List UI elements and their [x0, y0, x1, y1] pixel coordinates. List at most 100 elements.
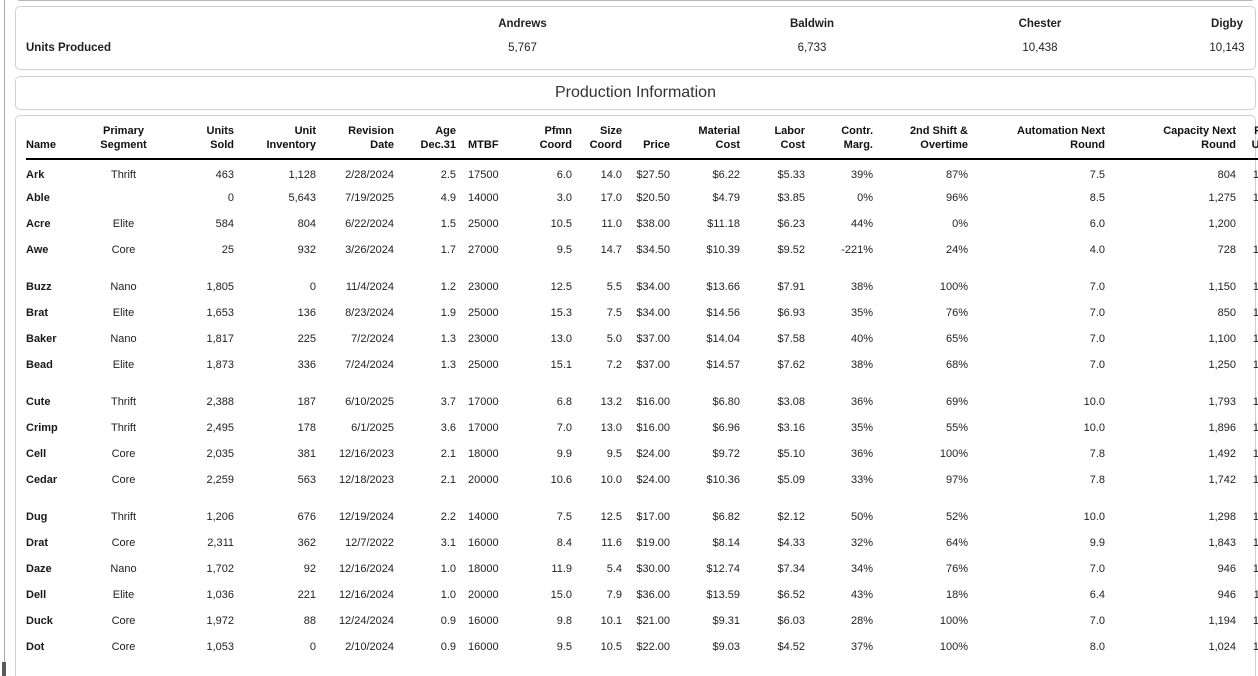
cell-capacity-next-round: 1,896 — [1208, 422, 1236, 434]
cell-price: $34.50 — [636, 244, 670, 256]
cell-plant-utiliz: 198% — [1252, 281, 1258, 293]
product-row-cell: Cell Core 2,035 381 12/16/2023 2.1 18000 9.9 9.5… — [26, 441, 1258, 467]
cell-price: $19.00 — [636, 537, 670, 549]
cell-age-dec31: 3.1 — [440, 537, 456, 549]
cell-mtbf: 27000 — [468, 244, 499, 256]
cell-material-cost: $13.66 — [706, 281, 740, 293]
product-row-brat: Brat Elite 1,653 136 8/23/2024 1.9 25000 15.3 7.… — [26, 300, 1258, 326]
cell-contr-marg: 36% — [850, 396, 873, 408]
cell-age-dec31: 2.1 — [440, 474, 456, 486]
cell-automation-next-round: 8.5 — [1089, 192, 1105, 204]
cell-name: Bead — [26, 359, 53, 371]
cell-mtbf: 20000 — [468, 474, 499, 486]
cell-pfmn-coord: 9.5 — [556, 641, 572, 653]
col-header-mtbf: MTBF — [456, 116, 506, 160]
company-header-chester: Chester — [1018, 18, 1062, 30]
units-produced-value-baldwin: 6,733 — [797, 42, 827, 54]
cell-plant-utiliz: 162% — [1252, 537, 1258, 549]
cell-age-dec31: 0.9 — [440, 615, 456, 627]
cell-material-cost: $6.22 — [712, 168, 740, 181]
cell-automation-next-round: 10.0 — [1083, 511, 1105, 523]
group-spacer-cell — [26, 493, 1258, 504]
cell-age-dec31: 1.9 — [440, 307, 456, 319]
cell-name: Buzz — [26, 281, 52, 293]
cell-contr-marg: 40% — [850, 333, 873, 345]
cell-contr-marg: -221% — [841, 244, 873, 256]
cell-labor-cost: $6.52 — [777, 589, 805, 601]
units-produced-card: Andrews Baldwin Chester Digby Units Prod… — [15, 6, 1256, 70]
cell-plant-utiliz: 167% — [1252, 359, 1258, 371]
cell-price: $16.00 — [636, 396, 670, 408]
cell-unit-inventory: 563 — [297, 474, 316, 486]
cell-mtbf: 17000 — [468, 396, 499, 408]
cell-contr-marg: 43% — [850, 589, 873, 601]
cell-automation-next-round: 7.5 — [1089, 168, 1105, 181]
cell-primary-segment: Core — [111, 474, 136, 486]
group-spacer-cell — [26, 378, 1258, 389]
cell-pfmn-coord: 9.8 — [556, 615, 572, 627]
cell-unit-inventory: 676 — [297, 511, 316, 523]
cell-name: Cute — [26, 396, 51, 408]
units-produced-value-chester: 10,438 — [1022, 42, 1058, 54]
cell-plant-utiliz: 75% — [1236, 211, 1258, 237]
cell-units-sold: 2,035 — [206, 448, 234, 460]
cell-price: $30.00 — [636, 563, 670, 575]
cell-units-sold: 2,388 — [206, 396, 234, 408]
cell-second-shift-overtime: 18% — [945, 589, 968, 601]
cell-name: Acre — [26, 218, 51, 230]
group-spacer-row — [26, 263, 1258, 274]
cell-capacity-next-round: 1,200 — [1208, 218, 1236, 230]
cell-size-coord: 14.7 — [600, 244, 622, 256]
cell-unit-inventory: 804 — [297, 218, 316, 230]
cell-unit-inventory: 381 — [297, 448, 316, 460]
product-row-dug: Dug Thrift 1,206 676 12/19/2024 2.2 14000 7.5 12… — [26, 504, 1258, 530]
col-header-material-cost: Material Cost — [670, 116, 740, 160]
cell-plant-utiliz: 195% — [1252, 474, 1258, 486]
cell-size-coord: 17.0 — [600, 192, 622, 204]
cell-revision-date: 2/28/2024 — [345, 168, 394, 181]
cell-size-coord: 5.0 — [606, 333, 622, 345]
cell-contr-marg: 34% — [850, 563, 873, 575]
cell-pfmn-coord: 13.0 — [550, 333, 572, 345]
cell-unit-inventory: 187 — [297, 396, 316, 408]
cell-price: $37.00 — [636, 359, 670, 371]
cell-primary-segment: Elite — [112, 589, 135, 601]
cell-unit-inventory: 136 — [297, 307, 316, 319]
cell-second-shift-overtime: 100% — [939, 281, 968, 293]
production-table: Name Primary Segment Units Sold Unit Inventory… — [26, 116, 1258, 660]
cell-labor-cost: $4.52 — [777, 641, 805, 653]
cell-contr-marg: 37% — [850, 641, 873, 653]
units-produced-value-andrews: 5,767 — [508, 42, 537, 54]
cell-pfmn-coord: 6.0 — [556, 168, 572, 181]
cell-second-shift-overtime: 96% — [945, 192, 968, 204]
cell-age-dec31: 1.0 — [440, 563, 456, 575]
cell-second-shift-overtime: 0% — [952, 218, 968, 230]
cell-revision-date: 6/22/2024 — [345, 218, 394, 230]
product-row-duck: Duck Core 1,972 88 12/24/2024 0.9 16000 9.8 10.1… — [26, 608, 1258, 634]
cell-revision-date: 3/26/2024 — [345, 244, 394, 256]
cell-price: $34.00 — [636, 281, 670, 293]
group-spacer-row — [26, 378, 1258, 389]
cell-primary-segment: Elite — [112, 307, 135, 319]
cell-labor-cost: $7.58 — [777, 333, 805, 345]
cell-material-cost: $10.39 — [706, 244, 740, 256]
cell-capacity-next-round: 728 — [1217, 244, 1236, 256]
cell-revision-date: 8/23/2024 — [345, 307, 394, 319]
cell-primary-segment: Thrift — [110, 396, 137, 408]
scrollbar-thumb[interactable] — [2, 662, 6, 676]
cell-pfmn-coord: 7.0 — [556, 422, 572, 434]
cell-material-cost: $9.03 — [712, 641, 740, 653]
cell-price: $24.00 — [636, 448, 670, 460]
cell-size-coord: 13.0 — [600, 422, 622, 434]
cell-capacity-next-round: 1,150 — [1208, 281, 1236, 293]
product-row-dot: Dot Core 1,053 0 2/10/2024 0.9 16000 9.5 10.5 $22… — [26, 634, 1258, 660]
group-spacer-cell — [26, 263, 1258, 274]
cell-size-coord: 9.5 — [606, 448, 622, 460]
cell-unit-inventory: 336 — [297, 359, 316, 371]
cell-plant-utiliz: 198% — [1252, 448, 1258, 460]
cell-pfmn-coord: 15.1 — [550, 359, 572, 371]
cell-unit-inventory: 178 — [297, 422, 316, 434]
cell-mtbf: 25000 — [468, 307, 499, 319]
cell-size-coord: 10.0 — [600, 474, 622, 486]
cell-unit-inventory: 225 — [297, 333, 316, 345]
